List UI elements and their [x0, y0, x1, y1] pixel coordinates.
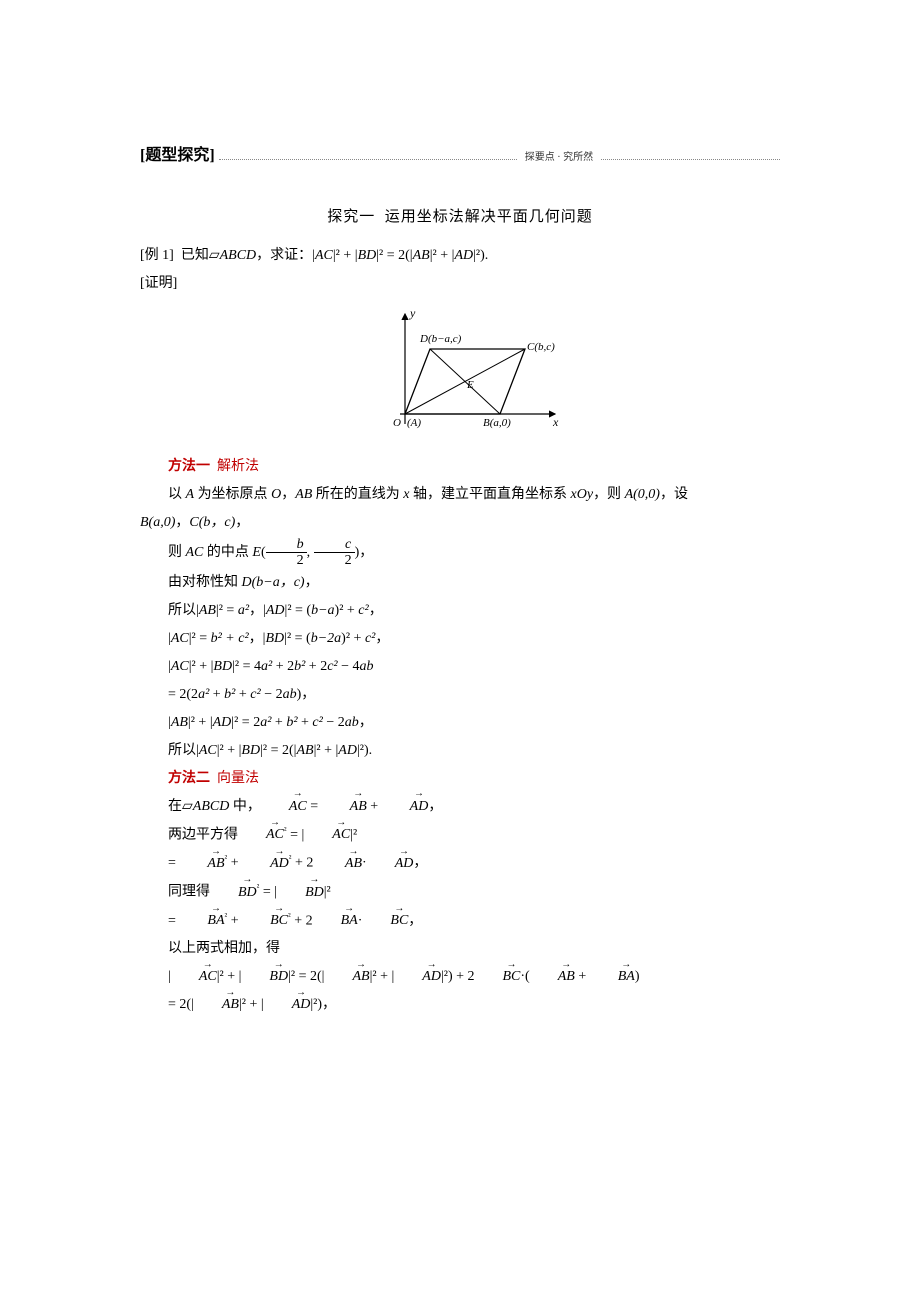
t: AB	[413, 248, 430, 263]
t: |² = 2(|	[376, 248, 412, 263]
m1-p6: |AC|² + |BD|² = 4a² + 2b² + 2c² − 4ab	[140, 653, 780, 681]
m2-p4: 同理得BD² = |BD|²	[140, 878, 780, 907]
t: ABCD	[220, 248, 257, 263]
example-stem: [例 1] 已知▱ABCD，求证：|AC|² + |BD|² = 2(|AB|²…	[140, 242, 780, 270]
m1-p2: 则 AC 的中点 E(b2, c2)，	[140, 537, 780, 569]
section-divider	[601, 158, 780, 160]
svg-text:E: E	[466, 379, 474, 391]
m1-p1: 以 A 为坐标原点 O，AB 所在的直线为 x 轴，建立平面直角坐标系 xOy，…	[140, 481, 780, 509]
svg-text:C(b,c): C(b,c)	[527, 341, 555, 353]
t: |² + |	[333, 248, 358, 263]
section-divider	[219, 158, 517, 160]
topic-prefix: 探究一	[327, 209, 375, 225]
svg-text:B(a,0): B(a,0)	[483, 417, 511, 429]
t: ，求证：|	[256, 248, 315, 263]
t: |²).	[473, 248, 488, 263]
t: AC	[315, 248, 333, 263]
svg-text:O: O	[393, 417, 401, 429]
t: |² + |	[430, 248, 455, 263]
svg-text:x: x	[552, 415, 559, 429]
m1-p5: |AC|² = b² + c²，|BD|² = (b−2a)² + c²，	[140, 625, 780, 653]
m1-p3: 由对称性知 D(b−a，c)，	[140, 569, 780, 597]
t: AD	[454, 248, 473, 263]
topic-title: 探究一 运用坐标法解决平面几何问题	[140, 202, 780, 232]
topic-name: 运用坐标法解决平面几何问题	[385, 209, 593, 225]
m2-p1: 在▱ABCD 中，AC = AB + AD，	[140, 793, 780, 821]
method2-heading: 方法二 向量法	[140, 765, 780, 793]
svg-text:y: y	[409, 306, 416, 320]
section-subtitle: 探要点 · 究所然	[517, 148, 601, 168]
m2-p5: = BA² + BC² + 2BA·BC，	[140, 907, 780, 936]
example-label: [例 1]	[140, 248, 174, 263]
svg-text:(A): (A)	[407, 417, 421, 429]
section-title: [题型探究]	[140, 140, 219, 172]
m1-p7: = 2(2a² + b² + c² − 2ab)，	[140, 681, 780, 709]
m1-p8: |AB|² + |AD|² = 2a² + b² + c² − 2ab，	[140, 709, 780, 737]
svg-text:D(b−a,c): D(b−a,c)	[419, 333, 462, 345]
diagram: y x D(b−a,c) C(b,c) E O (A) B(a,0)	[140, 304, 780, 445]
m2-p8: = 2(|AB|² + |AD|²)，	[140, 991, 780, 1019]
method1-heading: 方法一 解析法	[140, 453, 780, 481]
m1-p9: 所以|AC|² + |BD|² = 2(|AB|² + |AD|²).	[140, 737, 780, 765]
m2-p2: 两边平方得AC² = |AC|²	[140, 821, 780, 850]
t: BD	[358, 248, 377, 263]
section-header: [题型探究] 探要点 · 究所然	[140, 140, 780, 172]
m1-p1b: B(a,0)，C(b，c)，	[140, 509, 780, 537]
m1-p4: 所以|AB|² = a²，|AD|² = (b−a)² + c²，	[140, 597, 780, 625]
page: [题型探究] 探要点 · 究所然 探究一 运用坐标法解决平面几何问题 [例 1]…	[0, 0, 920, 1079]
m2-p6: 以上两式相加，得	[140, 935, 780, 963]
t: 已知	[181, 248, 209, 263]
proof-label: [证明]	[140, 270, 780, 298]
